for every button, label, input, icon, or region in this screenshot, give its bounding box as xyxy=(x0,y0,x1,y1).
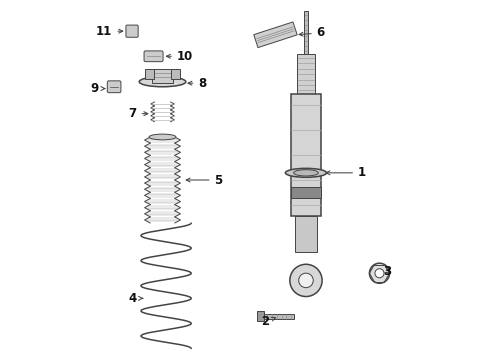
Text: 2: 2 xyxy=(261,315,275,328)
Text: 7: 7 xyxy=(128,107,148,120)
Bar xyxy=(304,12,308,54)
Ellipse shape xyxy=(285,168,326,177)
Bar xyxy=(291,187,321,198)
Text: 4: 4 xyxy=(128,292,143,305)
Bar xyxy=(291,94,321,216)
Text: 3: 3 xyxy=(383,265,391,278)
Text: 5: 5 xyxy=(186,174,223,186)
Text: 9: 9 xyxy=(90,82,105,95)
Text: 8: 8 xyxy=(188,77,207,90)
FancyBboxPatch shape xyxy=(107,81,121,93)
Circle shape xyxy=(375,269,384,278)
Bar xyxy=(264,314,294,319)
Text: 10: 10 xyxy=(167,50,193,63)
Circle shape xyxy=(290,264,322,297)
Ellipse shape xyxy=(139,77,186,87)
FancyBboxPatch shape xyxy=(126,25,138,37)
Text: 6: 6 xyxy=(299,27,325,40)
FancyBboxPatch shape xyxy=(144,51,163,62)
Bar xyxy=(145,69,154,79)
Polygon shape xyxy=(254,22,297,48)
Circle shape xyxy=(299,273,313,288)
Ellipse shape xyxy=(294,170,318,176)
Bar xyxy=(152,69,173,83)
Text: 11: 11 xyxy=(96,25,122,38)
Bar xyxy=(297,54,315,94)
Circle shape xyxy=(369,263,390,283)
Ellipse shape xyxy=(149,134,176,140)
Bar xyxy=(257,311,264,321)
Bar xyxy=(172,69,180,79)
Text: 1: 1 xyxy=(326,166,366,179)
Bar xyxy=(295,216,317,252)
